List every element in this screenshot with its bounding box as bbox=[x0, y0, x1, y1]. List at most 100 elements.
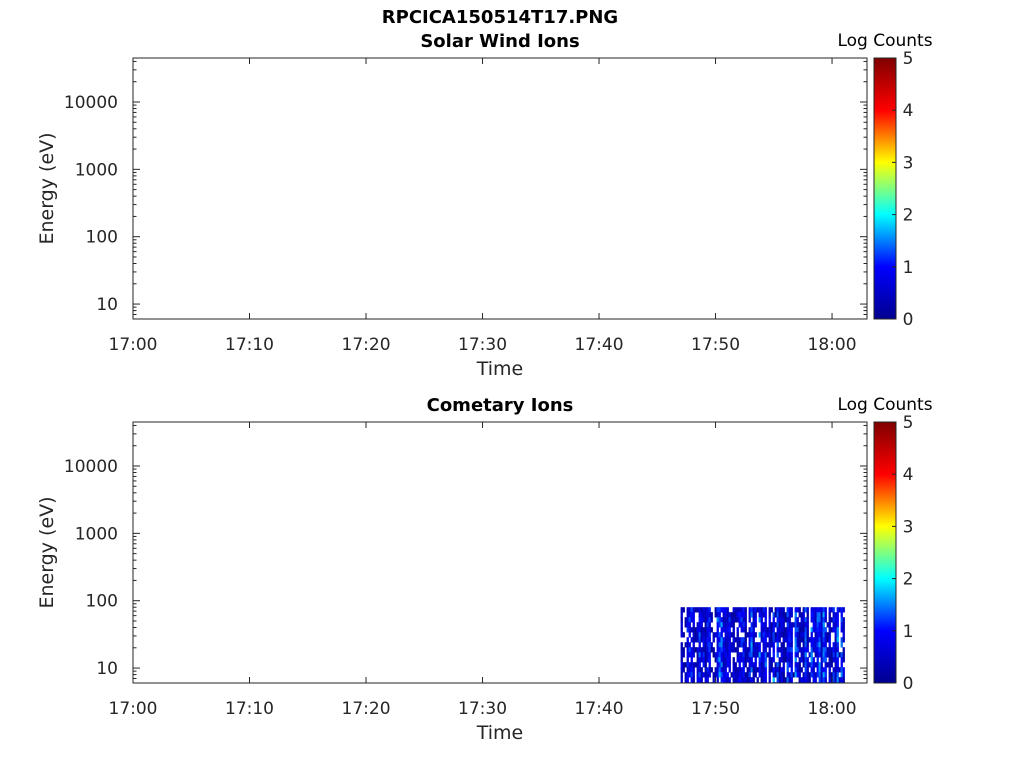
spectrogram-cell bbox=[692, 652, 695, 658]
x-tick-label: 17:10 bbox=[225, 335, 274, 355]
spectrogram-cell bbox=[804, 622, 807, 628]
spectrogram-cell bbox=[686, 662, 689, 668]
spectrogram-cell bbox=[680, 632, 683, 638]
spectrogram-cell bbox=[786, 627, 789, 633]
spectrogram-cell bbox=[750, 667, 753, 673]
spectrogram-cell bbox=[698, 627, 701, 633]
spectrogram-cell bbox=[840, 677, 843, 683]
spectrogram-cell bbox=[754, 612, 757, 618]
spectrogram-cell bbox=[742, 677, 745, 683]
spectrogram-cell bbox=[790, 632, 793, 638]
spectrogram-cell bbox=[700, 637, 703, 643]
spectrogram-cell bbox=[716, 667, 719, 673]
spectrogram-cell bbox=[710, 627, 713, 633]
spectrogram-cell bbox=[726, 642, 729, 648]
spectrogram-cell bbox=[688, 667, 691, 673]
spectrogram-cell bbox=[790, 672, 793, 678]
spectrogram-cell bbox=[708, 642, 711, 648]
spectrogram-cell bbox=[728, 667, 731, 673]
spectrogram-cell bbox=[794, 662, 797, 668]
spectrogram-cell bbox=[720, 652, 723, 658]
spectrogram-cell bbox=[830, 662, 833, 668]
spectrogram-cell bbox=[834, 672, 837, 678]
spectrogram-cell bbox=[692, 642, 695, 648]
spectrogram-cell bbox=[816, 617, 819, 623]
spectrogram-cell bbox=[696, 672, 699, 678]
spectrogram-cell bbox=[836, 662, 839, 668]
spectrogram-cell bbox=[756, 677, 759, 683]
spectrogram-cell bbox=[800, 622, 803, 628]
spectrogram-cell bbox=[802, 622, 805, 628]
spectrogram-cell bbox=[838, 667, 841, 673]
spectrogram-cell bbox=[796, 647, 799, 653]
spectrogram-cell bbox=[782, 622, 785, 628]
spectrogram-cell bbox=[806, 647, 809, 653]
spectrogram-cell bbox=[716, 632, 719, 638]
spectrogram-cell bbox=[810, 617, 813, 623]
spectrogram-cell bbox=[794, 647, 797, 653]
spectrogram-cell bbox=[708, 647, 711, 653]
spectrogram-cell bbox=[746, 647, 749, 653]
spectrogram-cell bbox=[778, 677, 781, 683]
spectrogram-cell bbox=[768, 677, 771, 683]
spectrogram-cell bbox=[742, 672, 745, 678]
spectrogram-cell bbox=[798, 607, 801, 613]
spectrogram-cell bbox=[790, 657, 793, 663]
spectrogram-cell bbox=[732, 627, 735, 633]
spectrogram-cell bbox=[724, 642, 727, 648]
spectrogram-cell bbox=[820, 652, 823, 658]
spectrogram-cell bbox=[752, 627, 755, 633]
spectrogram-cell bbox=[698, 652, 701, 658]
spectrogram-cell bbox=[722, 622, 725, 628]
spectrogram-cell bbox=[816, 627, 819, 633]
spectrogram-cell bbox=[764, 622, 767, 628]
spectrogram-cell bbox=[810, 637, 813, 643]
spectrogram-cell bbox=[836, 647, 839, 653]
spectrogram-cell bbox=[740, 637, 743, 643]
spectrogram-cell bbox=[746, 652, 749, 658]
spectrogram-cell bbox=[804, 652, 807, 658]
spectrogram-cell bbox=[766, 652, 769, 658]
spectrogram-cell bbox=[838, 652, 841, 658]
spectrogram-cell bbox=[782, 607, 785, 613]
spectrogram-cell bbox=[710, 647, 713, 653]
spectrogram-cell bbox=[716, 612, 719, 618]
spectrogram-cell bbox=[820, 667, 823, 673]
y-axis-label: Energy (eV) bbox=[36, 132, 58, 244]
spectrogram-cell bbox=[720, 622, 723, 628]
spectrogram-cell bbox=[822, 672, 825, 678]
spectrogram-cell bbox=[842, 667, 845, 673]
spectrogram-cell bbox=[734, 647, 737, 653]
spectrogram-cell bbox=[688, 662, 691, 668]
spectrogram-cell bbox=[728, 647, 731, 653]
spectrogram-cell bbox=[836, 622, 839, 628]
spectrogram-cell bbox=[758, 657, 761, 663]
spectrogram-cell bbox=[768, 642, 771, 648]
spectrogram-cell bbox=[686, 667, 689, 673]
spectrogram-cell bbox=[752, 607, 755, 613]
spectrogram-cell bbox=[832, 647, 835, 653]
spectrogram-cell bbox=[788, 637, 791, 643]
colorbar-tick-label: 3 bbox=[903, 153, 914, 173]
spectrogram-cell bbox=[818, 662, 821, 668]
spectrogram-cell bbox=[822, 652, 825, 658]
spectrogram-cell bbox=[770, 657, 773, 663]
spectrogram-cell bbox=[778, 647, 781, 653]
colorbar-2-label: Log Counts bbox=[837, 395, 933, 415]
spectrogram-cell bbox=[722, 672, 725, 678]
spectrogram-cell bbox=[706, 672, 709, 678]
spectrogram-cell bbox=[706, 627, 709, 633]
panel-1: 17:00 17:10 17:20 17:30 17:40 17:50 18:0010100… bbox=[36, 49, 913, 380]
x-tick-label: 17:40 bbox=[575, 699, 624, 719]
spectrogram-cell bbox=[698, 622, 701, 628]
spectrogram-cell bbox=[840, 662, 843, 668]
spectrogram-cell bbox=[782, 657, 785, 663]
spectrogram-cell bbox=[710, 617, 713, 623]
spectrogram-cell bbox=[822, 612, 825, 618]
spectrogram-cell bbox=[750, 607, 753, 613]
spectrogram-cell bbox=[736, 637, 739, 643]
spectrogram-cell bbox=[734, 617, 737, 623]
spectrogram-cell bbox=[730, 622, 733, 628]
spectrogram-cell bbox=[810, 642, 813, 648]
spectrogram-cell bbox=[782, 632, 785, 638]
